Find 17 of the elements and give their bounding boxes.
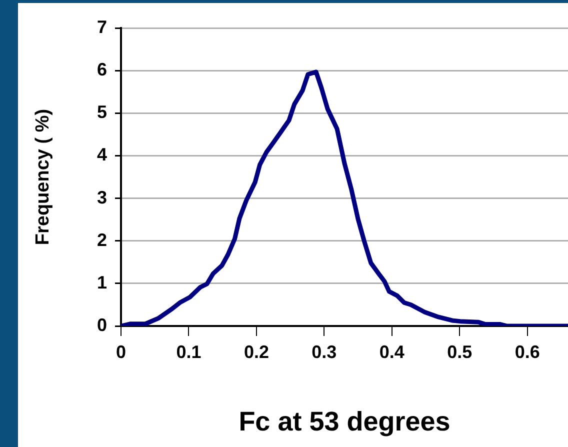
x-tick-label: 0.6 bbox=[514, 342, 540, 362]
y-tick-label: 4 bbox=[96, 144, 107, 165]
x-tick-label: 0.1 bbox=[176, 342, 202, 362]
y-tick-label: 1 bbox=[96, 272, 107, 292]
x-tick-label: 0.3 bbox=[312, 342, 337, 362]
y-tick-label: 5 bbox=[96, 102, 107, 122]
y-tick-label: 2 bbox=[96, 230, 107, 250]
x-axis-title: Fc at 53 degrees bbox=[238, 406, 450, 436]
y-tick-label: 6 bbox=[96, 60, 107, 80]
x-tick-label: 0 bbox=[116, 342, 126, 362]
x-tick-label: 0.5 bbox=[447, 342, 472, 362]
y-axis-title: Frequency ( %) bbox=[32, 108, 54, 246]
y-tick-label: 7 bbox=[96, 16, 107, 37]
x-tick-label: 0.2 bbox=[244, 342, 269, 362]
x-tick-label: 0.4 bbox=[379, 342, 404, 362]
y-tick-label: 0 bbox=[96, 314, 107, 335]
y-tick-label: 3 bbox=[96, 187, 107, 208]
